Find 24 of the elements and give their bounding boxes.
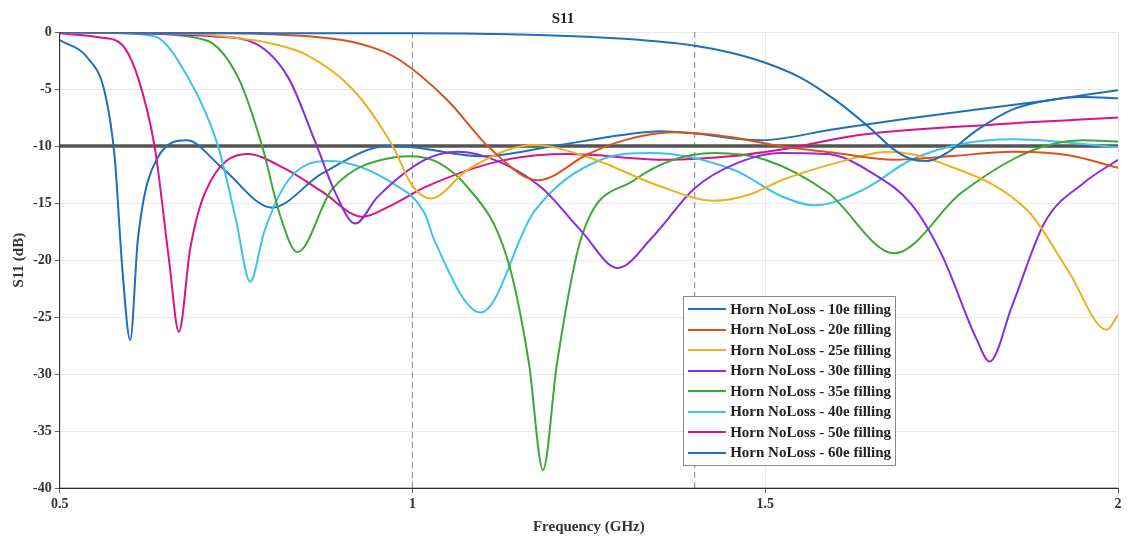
legend-label: Horn NoLoss - 60e filling xyxy=(730,444,891,462)
y-tick-label: -5 xyxy=(39,80,52,96)
legend-label: Horn NoLoss - 25e filling xyxy=(730,341,891,359)
y-axis-title: S11 (dB) xyxy=(9,232,27,288)
x-tick-label: 2 xyxy=(1114,496,1122,512)
x-tick-label: 1.5 xyxy=(756,496,774,512)
y-tick-label: 0 xyxy=(44,23,52,39)
legend-label: Horn NoLoss - 30e filling xyxy=(730,362,891,380)
y-tick-label: -15 xyxy=(32,194,52,210)
legend-label: Horn NoLoss - 50e filling xyxy=(730,423,891,441)
chart-title: S11 xyxy=(551,9,575,26)
x-tick-label: 1 xyxy=(408,496,416,512)
legend-label: Horn NoLoss - 20e filling xyxy=(730,321,891,339)
x-axis-title: Frequency (GHz) xyxy=(532,517,645,535)
y-tick-label: -25 xyxy=(32,308,52,324)
legend-label: Horn NoLoss - 10e filling xyxy=(730,300,891,318)
y-tick-label: -30 xyxy=(32,365,52,381)
legend-label: Horn NoLoss - 35e filling xyxy=(730,382,891,400)
y-tick-label: -20 xyxy=(32,251,52,267)
legend-label: Horn NoLoss - 40e filling xyxy=(730,403,891,421)
y-tick-label: -35 xyxy=(32,422,52,438)
y-tick-label: -10 xyxy=(32,137,52,153)
y-tick-label: -40 xyxy=(32,479,52,495)
x-tick-label: 0.5 xyxy=(50,496,69,512)
